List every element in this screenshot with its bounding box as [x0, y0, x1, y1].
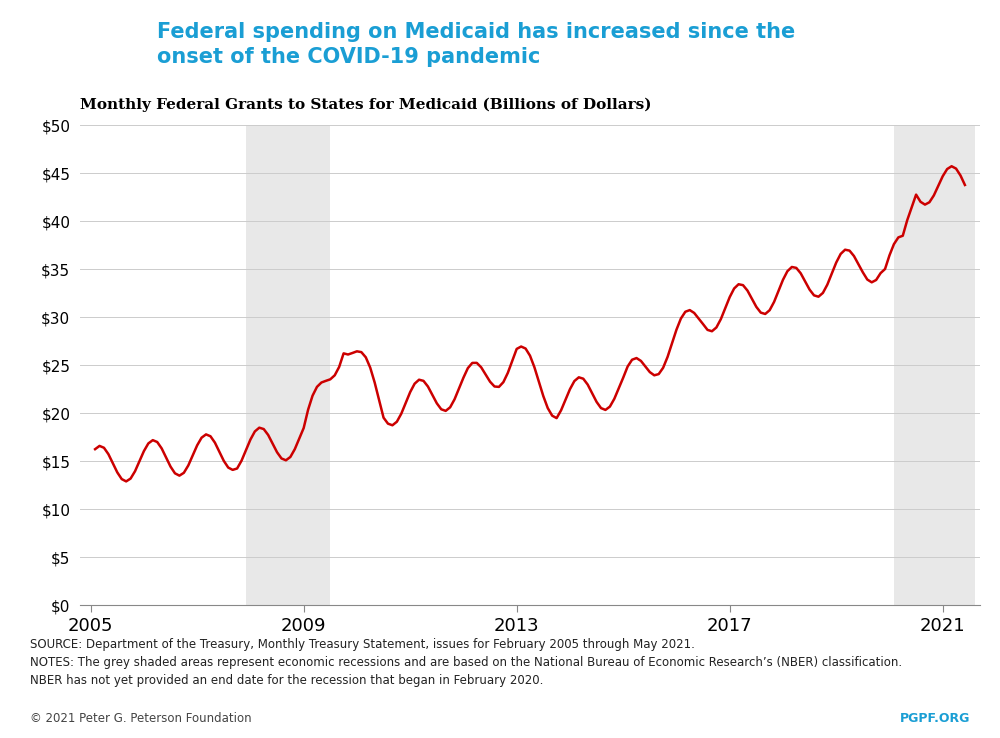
Text: SOURCE: Department of the Treasury, Monthly Treasury Statement, issues for Febru: SOURCE: Department of the Treasury, Mont…	[30, 638, 902, 687]
Text: Federal spending on Medicaid has increased since the
onset of the COVID-19 pande: Federal spending on Medicaid has increas…	[157, 22, 795, 67]
Text: PGPF.ORG: PGPF.ORG	[900, 711, 970, 725]
Text: FOUNDATION: FOUNDATION	[29, 66, 101, 77]
Bar	[894, 125, 975, 605]
Text: ⧈: ⧈	[22, 30, 35, 50]
Text: PETERSON: PETERSON	[20, 42, 110, 58]
Text: Monthly Federal Grants to States for Medicaid (Billions of Dollars): Monthly Federal Grants to States for Med…	[80, 98, 652, 112]
Text: PETER G.: PETER G.	[33, 21, 97, 35]
Text: © 2021 Peter G. Peterson Foundation: © 2021 Peter G. Peterson Foundation	[30, 711, 252, 725]
Bar	[246, 125, 330, 605]
